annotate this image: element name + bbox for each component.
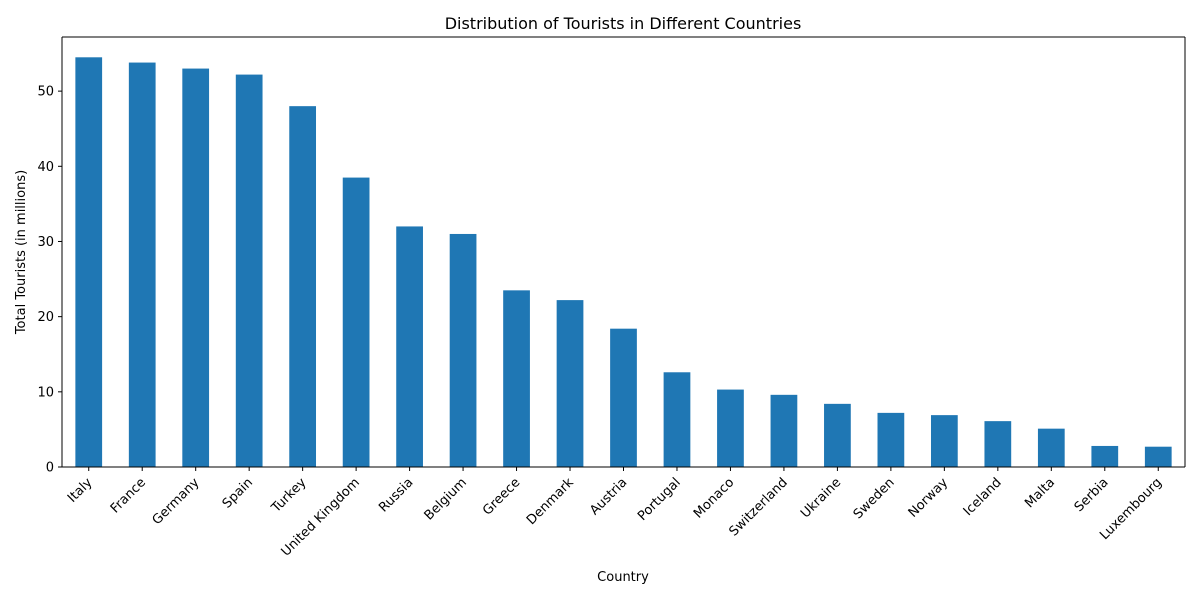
bar-portugal — [663, 372, 691, 467]
bar-greece — [503, 290, 530, 467]
x-tick-label: Denmark — [524, 475, 577, 528]
bar-switzerland — [770, 394, 798, 467]
bar-denmark — [556, 300, 584, 467]
x-tick-label: Turkey — [268, 475, 309, 516]
x-tick-label: Ukraine — [798, 475, 844, 521]
bar-luxembourg — [1144, 446, 1172, 467]
y-tick-label: 30 — [37, 235, 54, 250]
x-tick-label: Serbia — [1072, 475, 1112, 515]
x-tick-label: Portugal — [635, 475, 684, 524]
bar-united-kingdom — [342, 177, 370, 467]
bar-austria — [610, 328, 637, 467]
bar-iceland — [984, 421, 1012, 467]
y-axis-label: Total Tourists (in millions) — [14, 170, 29, 335]
bar-norway — [930, 415, 958, 467]
x-tick-label: Sweden — [851, 475, 898, 522]
bar-italy — [75, 57, 103, 468]
x-tick-label: Monaco — [691, 475, 737, 521]
y-axis: 0 10 20 30 40 50 — [37, 37, 63, 476]
y-tick-label: 10 — [37, 385, 54, 400]
x-tick-label: Norway — [906, 475, 952, 521]
x-tick-label: Iceland — [961, 475, 1005, 519]
bar-russia — [396, 226, 423, 467]
chart-title: Distribution of Tourists in Different Co… — [445, 14, 802, 33]
x-tick-label: Spain — [220, 475, 256, 511]
y-tick-label: 40 — [37, 160, 54, 175]
bar-monaco — [717, 389, 744, 467]
x-tick-label: Belgium — [422, 475, 470, 523]
bar-belgium — [449, 233, 477, 467]
x-tick-label: France — [108, 475, 149, 516]
bar-ukraine — [824, 403, 851, 467]
x-axis-label: Country — [597, 570, 649, 585]
y-tick-label: 50 — [37, 85, 54, 100]
bar-germany — [182, 68, 210, 467]
bar-sweden — [877, 412, 905, 467]
bar-malta — [1037, 428, 1065, 467]
x-tick-label: Austria — [587, 475, 630, 518]
bar-spain — [235, 74, 263, 467]
bar-serbia — [1091, 445, 1119, 467]
x-tick-label: Russia — [376, 475, 416, 515]
y-tick-label: 20 — [37, 310, 54, 325]
bar-france — [128, 62, 156, 468]
x-tick-label: Germany — [150, 475, 203, 528]
y-tick-label: 0 — [46, 461, 54, 476]
bar-turkey — [289, 106, 317, 467]
plot-area — [62, 36, 1186, 468]
x-tick-label: Malta — [1022, 475, 1058, 511]
x-tick-label: Italy — [65, 475, 96, 506]
x-tick-label: Greece — [480, 475, 523, 518]
